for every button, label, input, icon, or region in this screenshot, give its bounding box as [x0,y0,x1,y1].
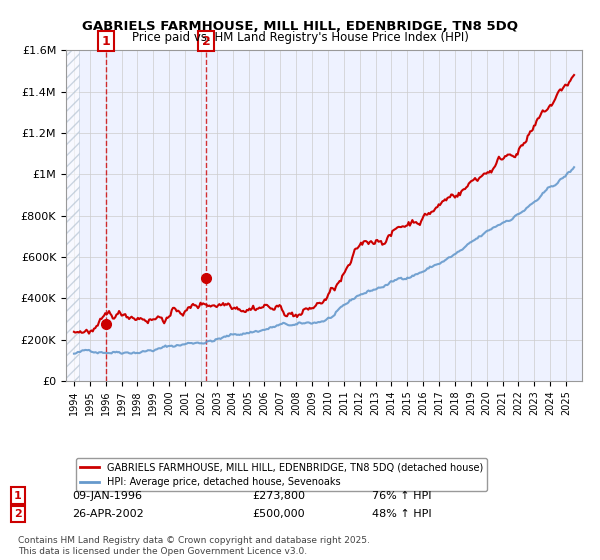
Text: 1: 1 [14,491,22,501]
Text: £273,800: £273,800 [252,491,305,501]
Text: 26-APR-2002: 26-APR-2002 [72,509,144,519]
Text: 76% ↑ HPI: 76% ↑ HPI [372,491,431,501]
Text: 48% ↑ HPI: 48% ↑ HPI [372,509,431,519]
Text: 2: 2 [14,509,22,519]
Text: GABRIELS FARMHOUSE, MILL HILL, EDENBRIDGE, TN8 5DQ: GABRIELS FARMHOUSE, MILL HILL, EDENBRIDG… [82,20,518,32]
Text: Contains HM Land Registry data © Crown copyright and database right 2025.
This d: Contains HM Land Registry data © Crown c… [18,536,370,556]
Text: Price paid vs. HM Land Registry's House Price Index (HPI): Price paid vs. HM Land Registry's House … [131,31,469,44]
Text: £500,000: £500,000 [252,509,305,519]
Bar [66,50,79,381]
Text: 2: 2 [202,35,211,48]
Legend: GABRIELS FARMHOUSE, MILL HILL, EDENBRIDGE, TN8 5DQ (detached house), HPI: Averag: GABRIELS FARMHOUSE, MILL HILL, EDENBRIDG… [76,458,487,491]
Text: 09-JAN-1996: 09-JAN-1996 [72,491,142,501]
Text: 1: 1 [102,35,110,48]
